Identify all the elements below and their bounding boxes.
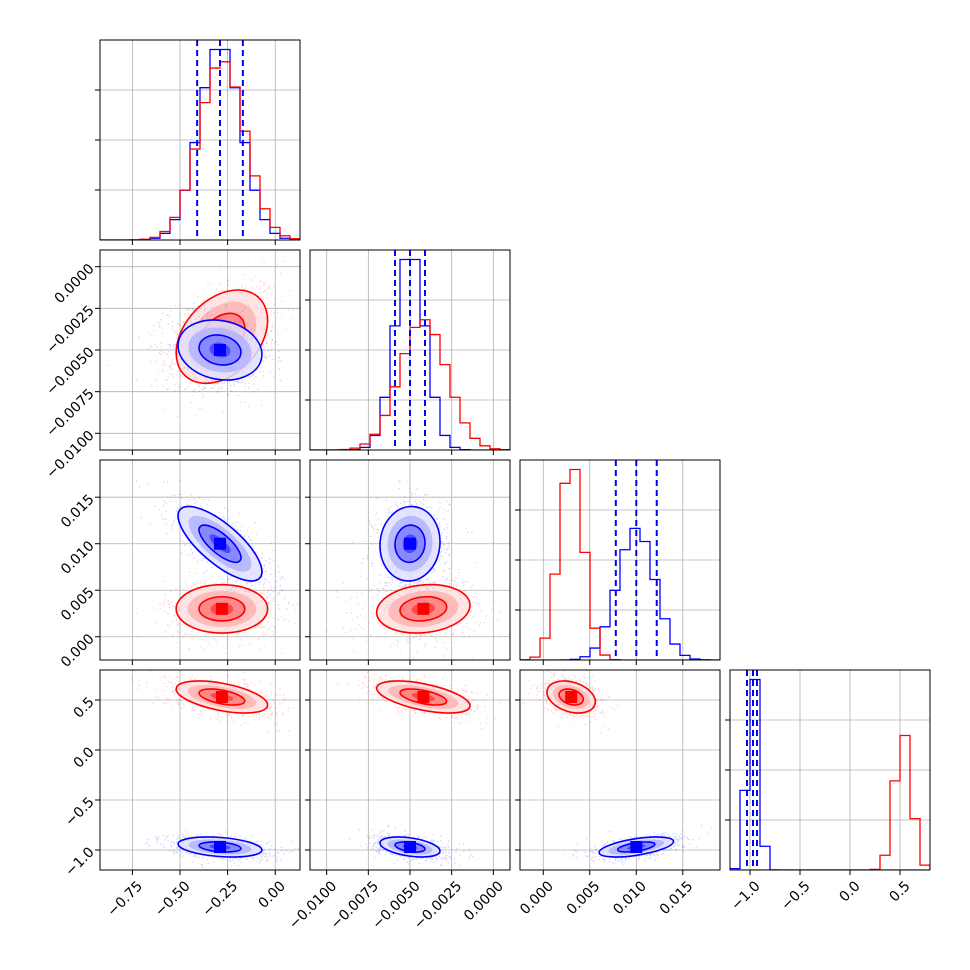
x-tick-label: 0.015 <box>657 878 697 918</box>
x-tick-label: 0.0000 <box>461 878 507 924</box>
density-peak <box>214 344 226 356</box>
panel-frame <box>99 39 301 241</box>
panel-frame <box>99 669 301 871</box>
y-tick-label: 0.005 <box>58 585 98 625</box>
x-tick-label: −0.5 <box>778 878 813 913</box>
panel-3-3: −1.0 −0.5 0.0 0.5 <box>725 669 931 914</box>
y-tick-label: −1.0 <box>62 844 97 879</box>
density-peak <box>404 841 416 853</box>
panel-0-0 <box>95 39 301 245</box>
density-peak <box>565 691 578 703</box>
panel-2-1 <box>305 459 511 665</box>
density-peak <box>417 691 430 703</box>
y-tick-label: 0.000 <box>58 631 98 671</box>
x-tick-label: 0.00 <box>255 878 288 911</box>
density <box>136 479 300 654</box>
scatter-series-b <box>130 670 294 732</box>
density-peak <box>630 841 643 853</box>
x-tick-label: −0.25 <box>200 878 242 920</box>
panel-frame <box>99 249 301 451</box>
x-tick-label: −0.50 <box>152 878 194 920</box>
scatter-series-a <box>562 824 713 865</box>
density <box>106 259 294 449</box>
panel-1-1 <box>305 249 511 455</box>
panel-frame <box>309 459 511 661</box>
panel-frame <box>519 669 721 871</box>
density <box>522 670 713 865</box>
histogram-series-a <box>730 678 930 870</box>
scatter-series-a <box>136 479 300 610</box>
density-peak <box>214 841 226 853</box>
density <box>336 670 501 867</box>
panel-frame <box>519 459 721 661</box>
panel-3-0: −1.0 −0.5 0.0 0.5 −0.75 −0.50 −0.25 0.00 <box>62 669 301 920</box>
density-peak <box>215 602 228 615</box>
x-tick-label: 0.010 <box>610 878 650 918</box>
density-peak <box>215 691 228 703</box>
panel-3-2: 0.000 0.005 0.010 0.015 <box>515 669 721 918</box>
y-tick-label: 0.010 <box>58 538 98 578</box>
x-tick-label: 0.005 <box>564 878 604 918</box>
y-tick-label: 0.0000 <box>52 261 98 307</box>
panel-2-0: 0.000 0.005 0.010 0.015 <box>58 459 301 671</box>
panel-frame <box>729 669 931 871</box>
x-tick-label: 0.0 <box>837 878 864 905</box>
panel-frame <box>309 669 511 871</box>
x-tick-label: 0.5 <box>887 878 914 905</box>
y-tick-label: −0.5 <box>62 794 97 829</box>
histogram-series-b <box>520 468 720 660</box>
x-tick-label: −0.75 <box>104 878 146 920</box>
x-tick-label: −1.0 <box>728 878 763 913</box>
density <box>130 670 299 870</box>
panel-frame <box>309 249 511 451</box>
y-tick-label: 0.0 <box>71 744 98 771</box>
y-tick-label: 0.5 <box>71 694 98 721</box>
panel-2-2 <box>515 459 721 665</box>
x-tick-label: 0.000 <box>517 878 557 918</box>
density-peak <box>417 602 430 615</box>
density <box>325 480 502 660</box>
y-tick-label: 0.015 <box>58 492 98 532</box>
density-peak <box>214 537 226 550</box>
panel-frame <box>99 459 301 661</box>
density-peak <box>404 537 416 550</box>
